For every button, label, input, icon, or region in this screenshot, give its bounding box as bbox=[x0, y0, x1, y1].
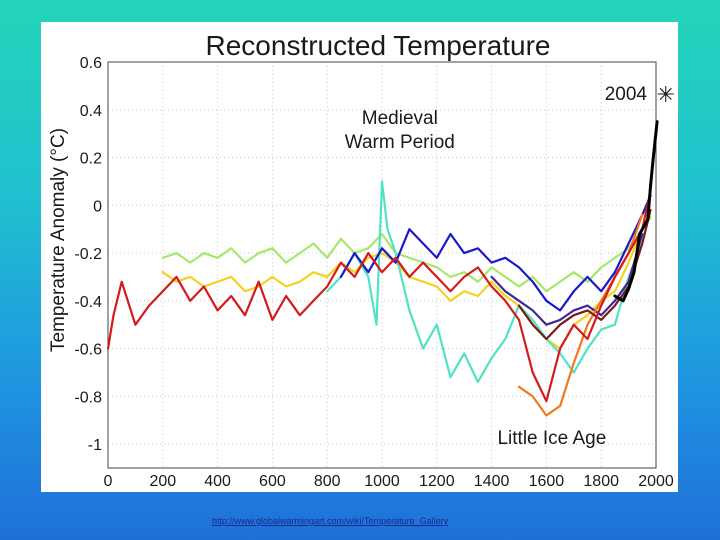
x-tick-label: 2000 bbox=[638, 473, 674, 490]
x-tick-label: 600 bbox=[259, 473, 286, 490]
temperature-series-line bbox=[161, 216, 652, 293]
y-tick-label: -0.6 bbox=[74, 342, 102, 359]
plot-frame bbox=[107, 61, 657, 469]
x-tick-label: 400 bbox=[204, 473, 231, 490]
y-axis-label: Temperature Anomaly (°C) bbox=[48, 128, 69, 352]
chart-annotation: Medieval bbox=[362, 108, 438, 129]
temperature-series-line bbox=[326, 180, 644, 384]
temperature-series-line bbox=[106, 189, 652, 403]
x-tick-label: 0 bbox=[104, 473, 113, 490]
x-tick-label: 800 bbox=[314, 473, 341, 490]
annotation-layer: Medieval Warm Period Little Ice Age 2004 ✳ bbox=[345, 83, 675, 449]
y-tick-label: 0.6 bbox=[80, 55, 102, 72]
y-tick-label: -1 bbox=[88, 437, 102, 454]
x-tick-label: 200 bbox=[149, 473, 176, 490]
x-tick-label: 1600 bbox=[529, 473, 565, 490]
x-tick-label: 1800 bbox=[583, 473, 619, 490]
temperature-series-line bbox=[613, 120, 659, 303]
x-tick-label: 1400 bbox=[474, 473, 510, 490]
chart-svg: Reconstructed Temperature Temperature An… bbox=[48, 30, 675, 490]
asterisk-marker-icon: ✳ bbox=[657, 83, 675, 108]
series-layer bbox=[106, 120, 659, 417]
chart-title: Reconstructed Temperature bbox=[206, 30, 551, 61]
chart-annotation: 2004 bbox=[605, 84, 648, 105]
slide-frame: Reconstructed Temperature Temperature An… bbox=[41, 22, 678, 492]
chart-annotation: Little Ice Age bbox=[497, 428, 606, 449]
axis-layer: 0 200 400 600 800 1000 1200 1400 1600 1800 2000 0.6… bbox=[74, 55, 673, 490]
y-tick-label: 0.2 bbox=[80, 151, 102, 168]
source-link[interactable]: http://www.globalwarmingart.com/wiki/Tem… bbox=[212, 516, 449, 526]
chart-annotation: Warm Period bbox=[345, 132, 455, 153]
x-tick-label: 1000 bbox=[364, 473, 400, 490]
x-tick-label: 1200 bbox=[419, 473, 455, 490]
y-tick-label: 0.4 bbox=[80, 103, 102, 120]
y-tick-label: -0.4 bbox=[74, 294, 102, 311]
y-tick-label: -0.2 bbox=[74, 246, 102, 263]
y-tick-label: 0 bbox=[93, 198, 102, 215]
y-tick-label: -0.8 bbox=[74, 389, 102, 406]
